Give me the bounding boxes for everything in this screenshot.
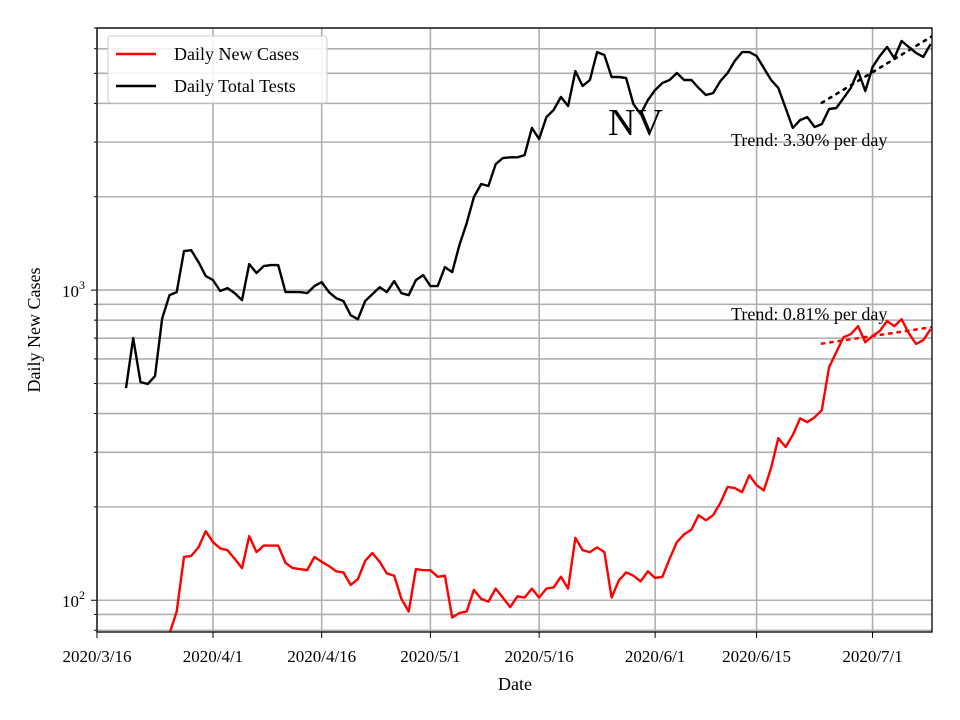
plot-lines — [124, 34, 932, 632]
grid — [91, 27, 932, 632]
x-tick-label: 2020/6/15 — [722, 647, 791, 666]
legend: Daily New Cases Daily Total Tests — [107, 35, 328, 104]
y-tick-base: 10 — [62, 592, 79, 611]
y-tick-label: 103 — [62, 278, 85, 301]
legend-label-cases: Daily New Cases — [174, 44, 299, 64]
x-axis-ticks: 2020/3/16 2020/4/1 2020/4/16 2020/5/1 2020/5… — [63, 632, 903, 666]
x-tick-label: 2020/5/1 — [400, 647, 460, 666]
x-tick-label: 2020/7/1 — [842, 647, 902, 666]
legend-label-tests: Daily Total Tests — [174, 76, 296, 96]
x-tick-label: 2020/5/16 — [505, 647, 574, 666]
trend-line-daily-new-cases — [820, 325, 932, 345]
x-tick-label: 2020/6/1 — [625, 647, 685, 666]
trend-line-daily-total-tests — [820, 34, 932, 105]
x-tick-label: 2020/4/16 — [287, 647, 356, 666]
legend-box — [107, 35, 328, 104]
x-tick-label: 2020/4/1 — [183, 647, 243, 666]
trend-label-tests: Trend: 3.30% per day — [731, 130, 887, 150]
plot-frame — [96, 27, 933, 633]
y-tick-exponent: 3 — [79, 278, 85, 292]
y-tick-base: 10 — [62, 282, 79, 301]
series-line-daily-new-cases — [168, 318, 932, 632]
x-axis-label: Date — [498, 674, 532, 694]
y-tick-exponent: 2 — [79, 588, 85, 602]
y-axis-label: Daily New Cases — [24, 268, 44, 393]
trend-label-cases: Trend: 0.81% per day — [731, 304, 887, 324]
x-tick-label: 2020/3/16 — [63, 647, 132, 666]
series-line-daily-total-tests — [124, 39, 932, 389]
state-annotation: NV — [608, 102, 663, 144]
y-tick-label: 102 — [62, 588, 85, 611]
